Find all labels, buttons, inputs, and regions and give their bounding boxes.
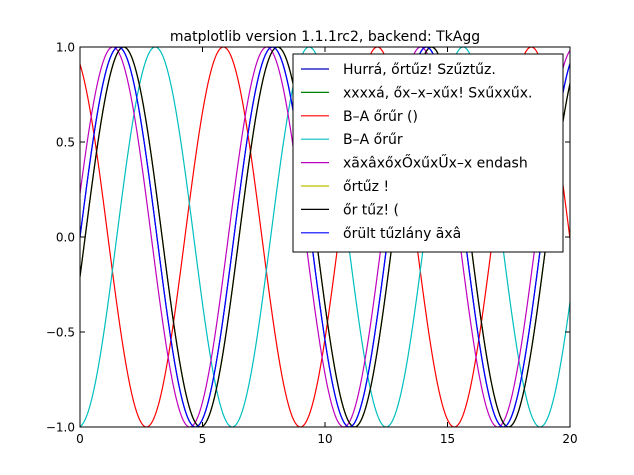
legend-label-6: őrtűz ! [343,179,389,195]
axis-ticks: 0 5 10 15 20 −1.0 −0.5 0.0 0.5 1.0 [46,41,578,447]
chart-title: matplotlib version 1.1.1rc2, backend: Tk… [170,29,480,45]
x-tick-label: 20 [562,432,577,446]
x-tick-label: 0 [76,432,84,446]
legend-label-4: B–A őrűr [343,132,403,148]
legend-box [292,53,564,253]
legend-label-5: xãxâxőxŐxűxŰx–x endash [343,154,528,172]
legend-label-8: őrült tűzlány ãxâ [343,226,461,242]
y-tick-label: −1.0 [46,421,75,435]
y-tick-label: 0.0 [56,231,75,245]
series-line-7 [80,47,570,427]
legend-label-3: B–A őrűr () [343,109,418,125]
y-tick-label: 1.0 [56,41,75,55]
legend-label-1: Hurrá, őrtűz! Szűztűz. [343,62,496,78]
y-tick-label: 0.5 [56,136,75,150]
legend-label-2: xxxxá, őx–x–xűx! Sxűxxűx. [343,85,533,101]
y-tick-label: −0.5 [46,326,75,340]
x-tick-label: 5 [199,432,207,446]
x-tick-label: 15 [440,432,455,446]
x-tick-label: 10 [317,432,332,446]
series-line-8 [80,47,570,427]
legend: Hurrá, őrtűz! Szűztűz. xxxxá, őx–x–xűx! S… [292,53,564,253]
series-line-5 [80,47,570,427]
legend-label-7: őr tűz! ( [343,202,399,218]
